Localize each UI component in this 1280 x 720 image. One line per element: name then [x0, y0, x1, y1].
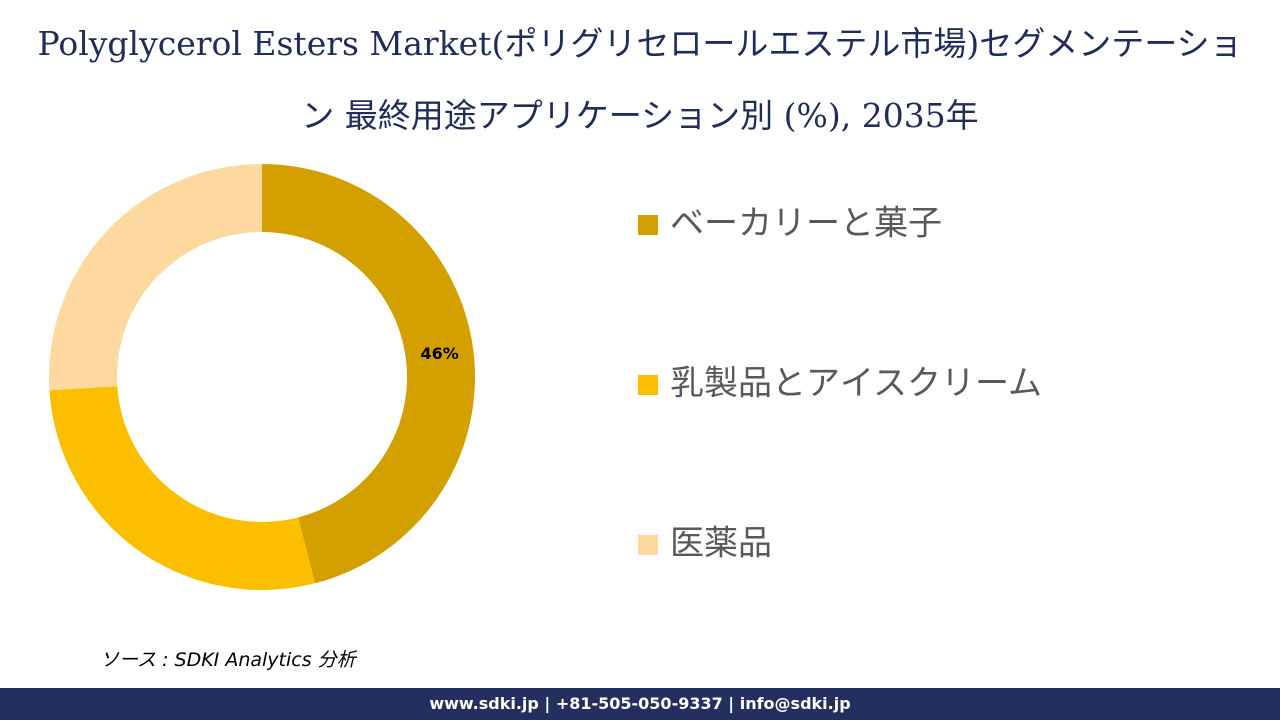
source: ソース : SDKI Analytics 分析: [100, 649, 356, 671]
footer: www.sdki.jp | +81-505-050-9337 | info@sd…: [0, 688, 1280, 720]
donut-segment: [49, 164, 262, 391]
legend-swatch: [638, 535, 658, 555]
donut-segment: [49, 386, 315, 590]
donut-segment: [262, 164, 476, 584]
legend-swatch: [638, 215, 658, 235]
legend-label: 乳製品とアイスクリーム: [670, 364, 1042, 404]
data-label: 46%: [420, 344, 458, 363]
legend-label: ベーカリーと菓子: [670, 204, 942, 244]
legend-label: 医薬品: [670, 524, 772, 564]
legend-swatch: [638, 375, 658, 395]
chart-title: Polyglycerol Esters Market(ポリグリセロールエステル市…: [37, 24, 1243, 135]
